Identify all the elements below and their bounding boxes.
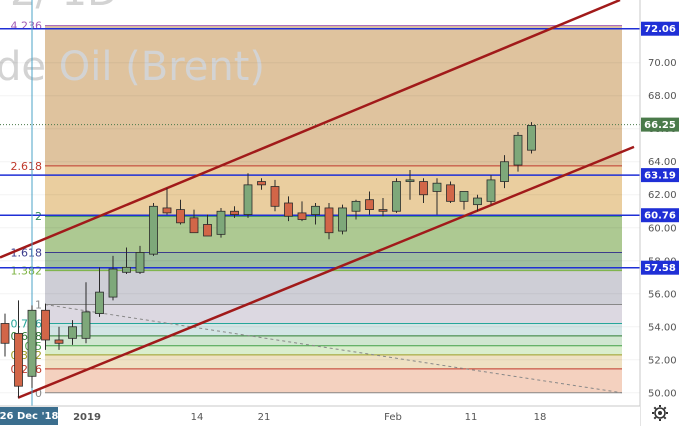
- crosshair-date-label: 26 Dec '18: [0, 411, 58, 422]
- watermark-line-2: de Oil (Brent): [0, 44, 265, 90]
- candle-up: [392, 181, 401, 212]
- fib-label: 0: [35, 387, 42, 400]
- candle-up: [216, 210, 226, 235]
- candle-up: [27, 309, 37, 377]
- candle-down: [365, 199, 374, 211]
- price-tag: [641, 21, 679, 36]
- candle-down: [324, 207, 334, 234]
- candle-down: [257, 181, 266, 186]
- candle-up: [243, 184, 253, 215]
- fib-band: [45, 335, 622, 346]
- price-tag: [641, 260, 679, 275]
- last-price-tag: [641, 117, 679, 132]
- y-tick-label: 64.00: [648, 157, 677, 168]
- fib-label: 4.236: [11, 20, 43, 33]
- candle-up: [311, 205, 320, 215]
- fib-label: 2: [35, 210, 42, 223]
- fib-band: [45, 25, 622, 166]
- y-tick-label: 54.00: [648, 322, 677, 333]
- last-price-label: 66.25: [644, 120, 676, 131]
- candle-up: [405, 179, 415, 182]
- x-tick-label: 14: [191, 412, 204, 423]
- fib-band: [45, 354, 622, 369]
- candle-up: [135, 252, 145, 273]
- candle-down: [230, 210, 239, 215]
- x-tick-label: 18: [534, 412, 547, 423]
- fib-band: [45, 252, 622, 271]
- candle-down: [419, 181, 428, 196]
- y-tick-label: 50.00: [648, 388, 677, 399]
- time-axis: [0, 406, 640, 426]
- candle-up: [68, 326, 77, 339]
- price-tag: [641, 208, 679, 223]
- candle-down: [446, 184, 455, 202]
- fib-band: [45, 165, 622, 217]
- candle-down: [189, 217, 199, 234]
- channel-lower-line: [17, 145, 635, 399]
- channel-upper-line: [0, 0, 621, 259]
- x-tick-label: 21: [258, 412, 271, 423]
- y-tick-label: 56.00: [648, 289, 677, 300]
- fib-label: 1.618: [11, 247, 43, 260]
- candle-up: [81, 311, 91, 339]
- candle-up: [500, 161, 509, 182]
- y-tick-label: 62.00: [648, 190, 677, 201]
- y-tick-label: 70.00: [648, 58, 677, 69]
- candle-down: [297, 212, 307, 220]
- fib-band: [45, 216, 622, 253]
- price-tag-label: 72.06: [644, 24, 676, 35]
- candle-up: [459, 191, 469, 202]
- fib-band: [45, 304, 622, 324]
- candle-down: [0, 323, 10, 344]
- price-tag-label: 63.19: [644, 171, 676, 182]
- fib-band: [45, 270, 622, 305]
- candle-up: [122, 266, 131, 273]
- price-tag-label: 57.58: [644, 263, 676, 274]
- y-tick-label: 60.00: [648, 223, 677, 234]
- fib-trend-line: [44, 304, 623, 394]
- price-tag: [641, 168, 679, 183]
- x-tick-label: Feb: [384, 412, 402, 423]
- fib-label: 2.618: [11, 160, 43, 173]
- candle-up: [432, 182, 442, 192]
- candle-up: [527, 125, 536, 151]
- fib-label: 1: [35, 299, 42, 312]
- candle-up: [351, 200, 361, 212]
- candle-up: [95, 291, 104, 314]
- candle-down: [162, 207, 172, 214]
- candle-down: [284, 202, 293, 217]
- candle-down: [54, 339, 64, 344]
- fib-label: 0.786: [11, 317, 43, 330]
- candle-up: [473, 197, 482, 206]
- candle-up: [486, 179, 496, 202]
- price-tag-label: 60.76: [644, 211, 676, 222]
- y-tick-label: 52.00: [648, 355, 677, 366]
- candle-up: [338, 207, 347, 232]
- candle-up: [149, 205, 158, 255]
- settings-gear-icon[interactable]: [652, 405, 668, 421]
- candle-down: [378, 209, 388, 212]
- candle-down: [176, 209, 185, 224]
- watermark-line-1: 2/ 1D: [10, 0, 118, 15]
- candle-down: [41, 309, 50, 341]
- crosshair-date-tag: [0, 407, 58, 425]
- candle-down: [14, 332, 23, 387]
- y-tick-label: 68.00: [648, 91, 677, 102]
- fib-band: [45, 323, 622, 336]
- x-tick-label: 11: [465, 412, 478, 423]
- fib-band: [45, 345, 622, 355]
- candle-up: [108, 268, 118, 298]
- x-tick-label: 2019: [73, 412, 101, 423]
- candle-down: [203, 224, 212, 237]
- fib-band: [45, 368, 622, 393]
- fib-label: 1.382: [11, 265, 43, 278]
- candle-down: [270, 186, 280, 207]
- candle-up: [513, 134, 523, 166]
